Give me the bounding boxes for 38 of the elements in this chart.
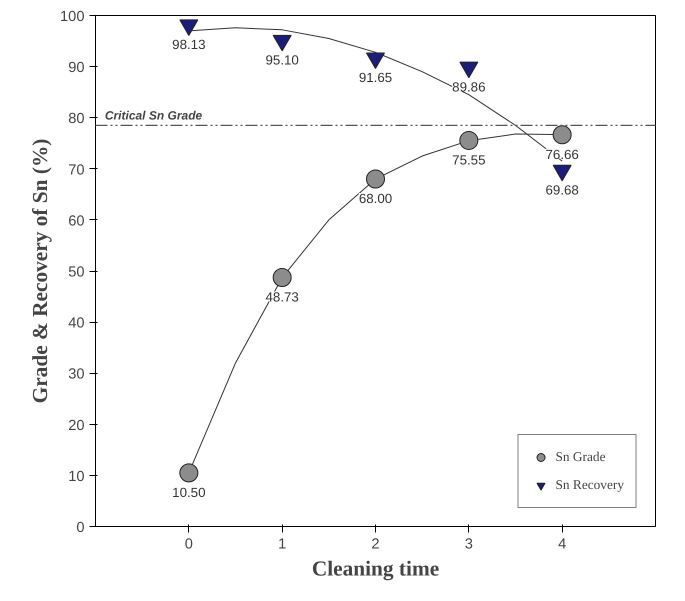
point (272, 34, 292, 52)
y-tick-label: 100 (60, 9, 85, 25)
point (272, 268, 292, 287)
x-tick-label: 4 (558, 536, 566, 552)
legend-label: Sn Recovery (556, 477, 624, 493)
y-tick-label: 40 (68, 316, 85, 332)
data-label: 68.00 (358, 191, 392, 206)
y-tick-label: 50 (68, 264, 85, 280)
x-tick-label: 3 (464, 536, 473, 552)
ref-line-label: Critical Sn Grade (104, 108, 203, 122)
data-label: 95.10 (265, 52, 299, 68)
y-tick-label: 20 (68, 418, 85, 434)
y-tick-label: 30 (68, 366, 85, 383)
x-tick-label: 0 (184, 536, 193, 552)
y-tick-label: 10 (68, 468, 85, 485)
y-axis-title: Grade & Recovery of Sn (%) (28, 138, 52, 404)
x-tick-label: 1 (278, 536, 286, 552)
data-label: 98.13 (172, 37, 206, 52)
data-label: 75.55 (452, 152, 486, 168)
y-tick-label: 70 (68, 162, 85, 178)
y-tick-label: 60 (68, 213, 85, 230)
x-axis-title: Cleaning time (312, 556, 440, 580)
y-tick-label: 90 (68, 60, 85, 76)
point (459, 62, 478, 78)
x-tick-label: 2 (371, 536, 380, 552)
y-tick-label: 0 (76, 520, 85, 536)
point (366, 52, 385, 70)
data-label: 89.86 (452, 79, 486, 94)
data-label: 91.65 (358, 70, 392, 86)
point (179, 463, 198, 482)
data-label: 69.68 (545, 182, 579, 198)
data-label: 10.50 (172, 484, 206, 500)
data-label: 48.73 (265, 289, 299, 304)
legend-label: Sn Grade (556, 449, 606, 465)
data-label: 76.66 (545, 146, 579, 162)
point (179, 19, 198, 36)
y-tick-label: 80 (68, 111, 85, 128)
point (552, 164, 572, 182)
